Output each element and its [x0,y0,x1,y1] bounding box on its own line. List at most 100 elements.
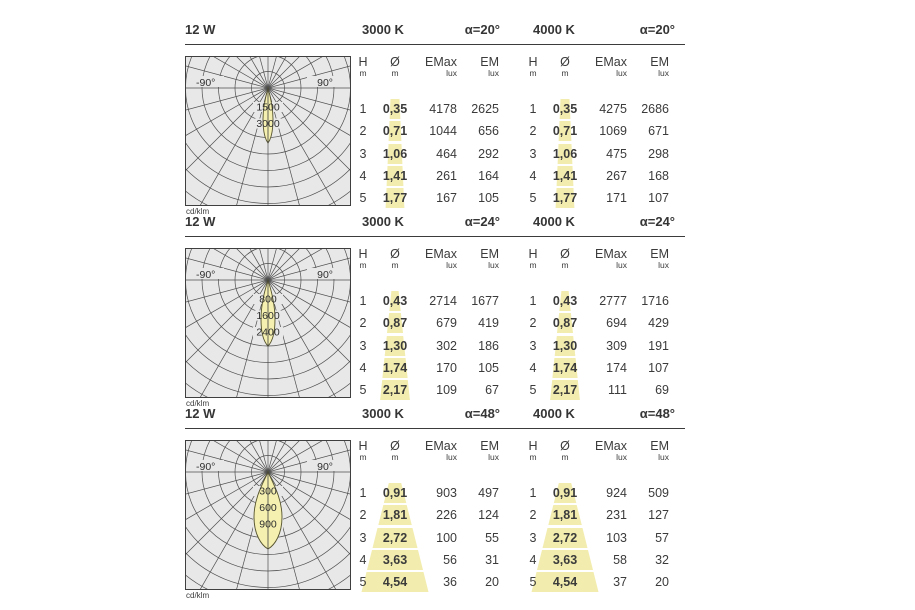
table-row: 1 0,35 4275 2686 [527,98,669,120]
ring-label: 900 [259,519,277,531]
angle-label-right: 90° [317,77,333,89]
table-row: 4 1,74 170 105 [357,357,499,379]
col-header-em: EM [480,439,499,453]
ring-label: 3000 [256,118,280,130]
cell-h: 2 [359,508,367,523]
cell-em: 656 [478,124,499,139]
table-row: 2 1,81 226 124 [357,504,499,526]
cell-em: 105 [478,191,499,206]
table-row: 5 2,17 111 69 [527,379,669,401]
cell-emax: 171 [606,191,627,206]
cell-diameter: 1,06 [552,146,578,161]
ring-label: 1600 [256,310,280,322]
cell-em: 164 [478,168,499,183]
section-alpha-20: 12 W 3000 K α=20° 4000 K α=20° 1500 3000… [185,14,685,216]
cell-em: 429 [648,316,669,331]
col-header-h: H [358,247,368,261]
section-header: 12 W 3000 K α=24° 4000 K α=24° [185,206,685,236]
table-row: 5 2,17 109 67 [357,379,499,401]
cell-emax: 167 [436,191,457,206]
cell-emax: 226 [436,508,457,523]
col-header-emax: EMax [425,55,457,69]
wattage-label: 12 W [185,22,216,37]
cell-emax: 679 [436,316,457,331]
cell-h: 3 [359,338,367,353]
angle-label-right: 90° [317,269,333,281]
col-header-h: H [528,439,538,453]
beam-angle-label: α=48° [639,406,675,421]
table-row: 5 1,77 171 107 [527,187,669,209]
angle-label-right: 90° [317,461,333,473]
cell-h: 3 [359,530,367,545]
cell-h: 2 [359,316,367,331]
cell-emax: 302 [436,338,457,353]
cell-diameter: 0,71 [552,124,578,139]
table-row: 4 3,63 58 32 [527,549,669,571]
cell-em: 57 [655,530,669,545]
table-rows: 1 0,91 903 497 2 1,81 226 124 [357,482,499,593]
table-row: 3 1,06 464 292 [357,143,499,165]
cell-em: 298 [648,146,669,161]
table-row: 3 1,30 302 186 [357,335,499,357]
cell-emax: 58 [613,552,627,567]
table-row: 2 0,71 1044 656 [357,120,499,142]
cell-emax: 2777 [599,294,627,308]
cct-4000k-label: 4000 K [533,214,575,229]
ring-label: 300 [259,486,277,498]
header-rule [185,428,685,429]
col-header-emax: EMax [595,55,627,69]
col-header-emax: EMax [425,247,457,261]
cell-emax: 2714 [429,294,457,308]
cell-em: 107 [648,191,669,206]
beam-angle-label: α=48° [464,406,500,421]
cell-emax: 170 [436,360,457,375]
cell-h: 4 [529,360,537,375]
cell-emax: 174 [606,360,627,375]
cell-diameter: 1,41 [552,168,578,183]
polar-diagram: 800 1600 2400 -90° 90° cd/klm [185,248,351,408]
cell-emax: 100 [436,530,457,545]
cell-h: 5 [359,191,367,206]
cell-emax: 309 [606,338,627,353]
cell-emax: 103 [606,530,627,545]
polar-diagram: 1500 3000 -90° 90° cd/klm [185,56,351,216]
cell-diameter: 2,72 [382,530,408,545]
col-header-diameter: Ø [390,55,400,69]
cell-h: 1 [529,102,537,116]
section-header: 12 W 3000 K α=48° 4000 K α=48° [185,398,685,428]
cell-diameter: 1,77 [382,191,408,206]
table-row: 1 0,43 2777 1716 [527,290,669,312]
cell-diameter: 4,54 [382,575,408,590]
cell-emax: 109 [436,383,457,398]
cell-h: 5 [529,383,537,398]
cell-emax: 475 [606,146,627,161]
cell-em: 105 [478,360,499,375]
cell-h: 4 [359,552,367,567]
table-row: 5 4,54 36 20 [357,571,499,593]
cell-emax: 903 [436,486,457,500]
cct-4000k-label: 4000 K [533,406,575,421]
table-rows: 1 0,35 4275 2686 2 0,71 1069 671 [527,98,669,209]
cell-diameter: 1,81 [382,508,408,523]
col-header-em: EM [650,247,669,261]
cell-h: 4 [359,168,367,183]
cell-h: 5 [359,383,367,398]
cell-emax: 1044 [429,124,457,139]
cell-h: 4 [529,168,537,183]
ring-label: 2400 [256,327,280,339]
cell-em: 20 [655,575,669,590]
angle-label-left: -90° [196,269,215,281]
cell-em: 509 [648,486,669,500]
cell-em: 2625 [471,102,499,116]
diagram-unit-label: cd/klm [186,591,210,600]
